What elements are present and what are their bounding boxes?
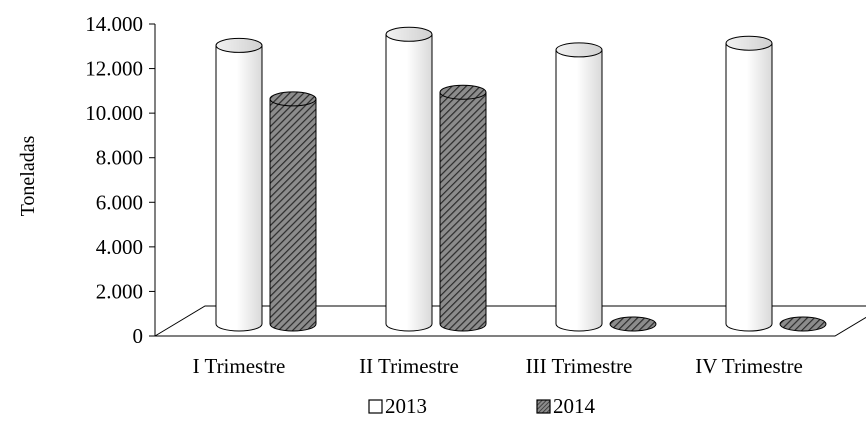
legend-label: 2014	[553, 394, 596, 418]
bar-2014-3	[609, 316, 657, 332]
y-tick-label: 12.000	[85, 57, 143, 81]
legend-item-2014: 2014	[536, 394, 596, 418]
x-tick-label: IV Trimestre	[695, 354, 803, 378]
legend-item-2013: 2013	[368, 394, 427, 418]
bar-cap	[779, 316, 827, 332]
y-tick-label: 4.000	[96, 235, 143, 259]
y-tick-label: 8.000	[96, 146, 143, 170]
bar-body	[385, 33, 433, 332]
y-tick-label: 2.000	[96, 279, 143, 303]
bar-cap	[609, 316, 657, 332]
bar-body	[555, 49, 603, 332]
x-tick-label: I Trimestre	[193, 354, 286, 378]
x-tick-label: III Trimestre	[526, 354, 633, 378]
y-tick-label: 10.000	[85, 101, 143, 125]
bar-cap	[439, 84, 487, 100]
y-axis-title: Toneladas	[17, 135, 39, 216]
bar-2013-4	[725, 35, 773, 332]
chart-floor	[153, 305, 866, 337]
bar-2013-1	[215, 37, 263, 332]
bar-body	[269, 98, 317, 332]
bar-2013-2	[385, 26, 433, 332]
bar-2014-1	[269, 91, 317, 332]
floor-plane	[153, 305, 866, 337]
bar-cap	[215, 37, 263, 53]
bar-2014-4	[779, 316, 827, 332]
y-axis	[149, 23, 156, 337]
bar-body	[215, 44, 263, 332]
bar-cap	[385, 26, 433, 42]
bar-2014-2	[439, 84, 487, 332]
bar-body	[725, 42, 773, 332]
y-tick-label: 0	[133, 324, 144, 348]
y-tick-label: 6.000	[96, 190, 143, 214]
y-tick-labels: 0 2.000 4.000 6.000 8.000 10.000 12.000 14.000	[85, 12, 143, 348]
legend-swatch	[536, 399, 551, 414]
bar-body	[439, 91, 487, 332]
x-tick-labels: I Trimestre II Trimestre III Trimestre IV T…	[193, 354, 803, 378]
bar-cap	[555, 42, 603, 58]
bar-cap	[269, 91, 317, 107]
y-tick-label: 14.000	[85, 12, 143, 36]
bars	[215, 26, 827, 332]
bar-2013-3	[555, 42, 603, 332]
bar-cap	[725, 35, 773, 51]
legend: 2013 2014	[368, 394, 596, 418]
x-tick-label: II Trimestre	[359, 354, 459, 378]
legend-swatch	[368, 399, 383, 414]
legend-label: 2013	[385, 394, 427, 418]
